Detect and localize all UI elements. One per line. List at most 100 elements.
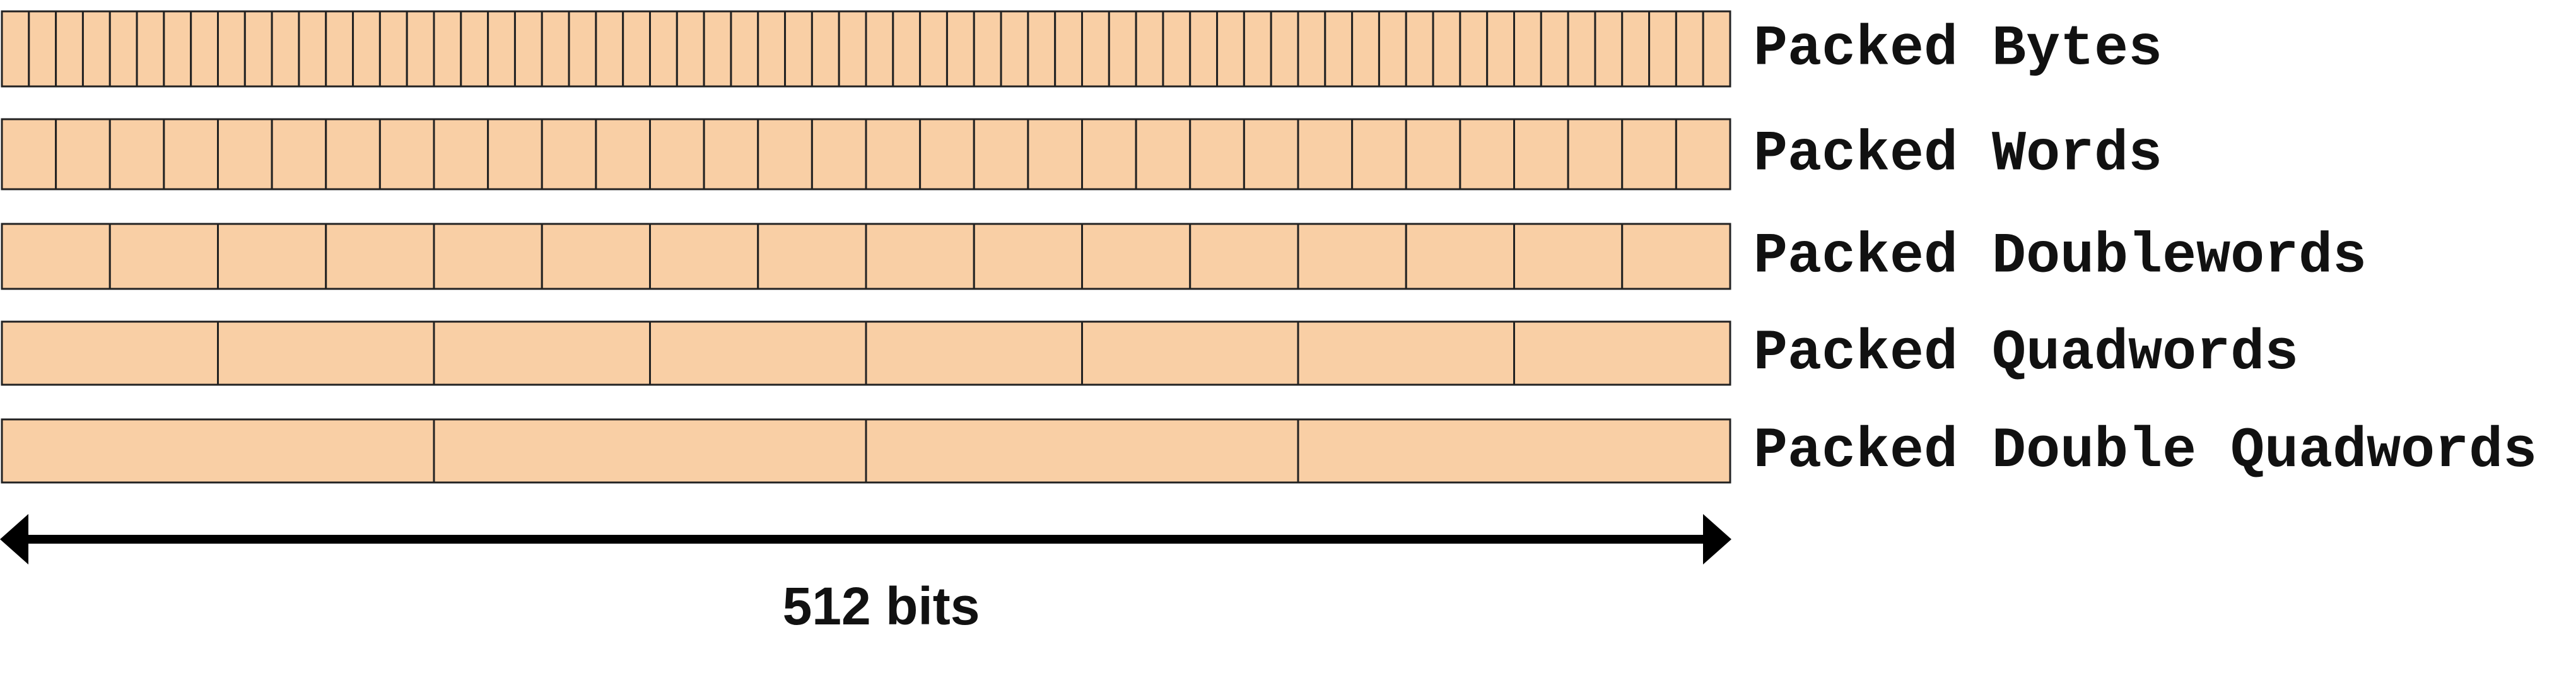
cell xyxy=(487,118,543,190)
cell xyxy=(1567,118,1624,190)
cell xyxy=(622,10,651,88)
cell xyxy=(1054,10,1083,88)
cell xyxy=(703,118,759,190)
cell xyxy=(1243,10,1272,88)
cell xyxy=(217,223,327,290)
cell xyxy=(1594,10,1624,88)
cell xyxy=(136,10,165,88)
cell xyxy=(271,10,300,88)
cell xyxy=(865,10,894,88)
cell xyxy=(487,10,516,88)
cell xyxy=(1,320,219,386)
cell xyxy=(271,118,327,190)
cell xyxy=(865,320,1083,386)
cell xyxy=(1351,10,1380,88)
cell xyxy=(1675,118,1731,190)
cell xyxy=(1243,118,1299,190)
cell xyxy=(298,10,327,88)
cell xyxy=(541,10,570,88)
cell xyxy=(1297,320,1515,386)
cell xyxy=(757,118,813,190)
cell xyxy=(1108,10,1137,88)
cell xyxy=(973,10,1002,88)
cell xyxy=(1189,10,1219,88)
cell xyxy=(81,10,111,88)
cell xyxy=(217,320,435,386)
cell xyxy=(352,10,381,88)
width-label: 512 bits xyxy=(783,576,980,636)
cell xyxy=(55,118,111,190)
cell xyxy=(433,118,489,190)
cell xyxy=(1405,223,1515,290)
cell xyxy=(865,418,1299,484)
row-label: Packed Double Quadwords xyxy=(1753,419,2537,484)
cell xyxy=(1513,320,1731,386)
cell xyxy=(1297,118,1354,190)
cell xyxy=(433,10,462,88)
cell xyxy=(1513,223,1624,290)
cell xyxy=(865,118,922,190)
cell xyxy=(513,10,543,88)
cell xyxy=(1027,10,1057,88)
cell xyxy=(811,10,840,88)
cell xyxy=(1567,10,1596,88)
cell xyxy=(838,10,867,88)
cell xyxy=(433,418,867,484)
cell xyxy=(1405,118,1461,190)
cell xyxy=(1486,10,1515,88)
cell xyxy=(1621,223,1731,290)
cell xyxy=(676,10,705,88)
cell xyxy=(1081,320,1299,386)
cell xyxy=(1162,10,1191,88)
cell xyxy=(1459,10,1489,88)
cell xyxy=(541,223,651,290)
cell xyxy=(1,223,111,290)
cell xyxy=(1297,223,1407,290)
cell xyxy=(1000,10,1029,88)
cell xyxy=(1027,118,1083,190)
cell xyxy=(1135,118,1191,190)
cell xyxy=(649,223,759,290)
cell xyxy=(1675,10,1704,88)
row: Packed Double Quadwords xyxy=(1,418,2537,484)
cell xyxy=(865,223,975,290)
cell xyxy=(1189,118,1245,190)
cell xyxy=(108,118,165,190)
rows: Packed Bytes Packed Words Packed Doublewor… xyxy=(1,10,2537,484)
cell xyxy=(433,320,651,386)
cell xyxy=(28,10,57,88)
cell xyxy=(649,10,678,88)
cell xyxy=(325,10,354,88)
cell xyxy=(1405,10,1434,88)
row: Packed Quadwords xyxy=(1,320,2298,386)
width-arrow xyxy=(0,514,1731,564)
cell xyxy=(1324,10,1354,88)
row: Packed Bytes xyxy=(1,10,2162,88)
cell xyxy=(1,10,30,88)
cell xyxy=(973,118,1029,190)
cell xyxy=(919,10,948,88)
cell xyxy=(217,10,246,88)
cell xyxy=(1189,223,1299,290)
cell xyxy=(784,10,813,88)
cell xyxy=(595,10,624,88)
cell xyxy=(541,118,597,190)
cell xyxy=(811,118,867,190)
cell xyxy=(1351,118,1407,190)
cell xyxy=(757,223,867,290)
cell xyxy=(892,10,922,88)
cell xyxy=(649,118,705,190)
cell xyxy=(946,10,975,88)
cell xyxy=(649,320,867,386)
cell xyxy=(433,223,543,290)
cell xyxy=(703,10,732,88)
cell xyxy=(730,10,759,88)
cell xyxy=(1621,118,1677,190)
cell xyxy=(568,10,597,88)
cell xyxy=(757,10,787,88)
row-label: Packed Bytes xyxy=(1753,17,2162,81)
cell xyxy=(1621,10,1651,88)
row-label: Packed Quadwords xyxy=(1753,322,2298,386)
cell xyxy=(1081,223,1191,290)
